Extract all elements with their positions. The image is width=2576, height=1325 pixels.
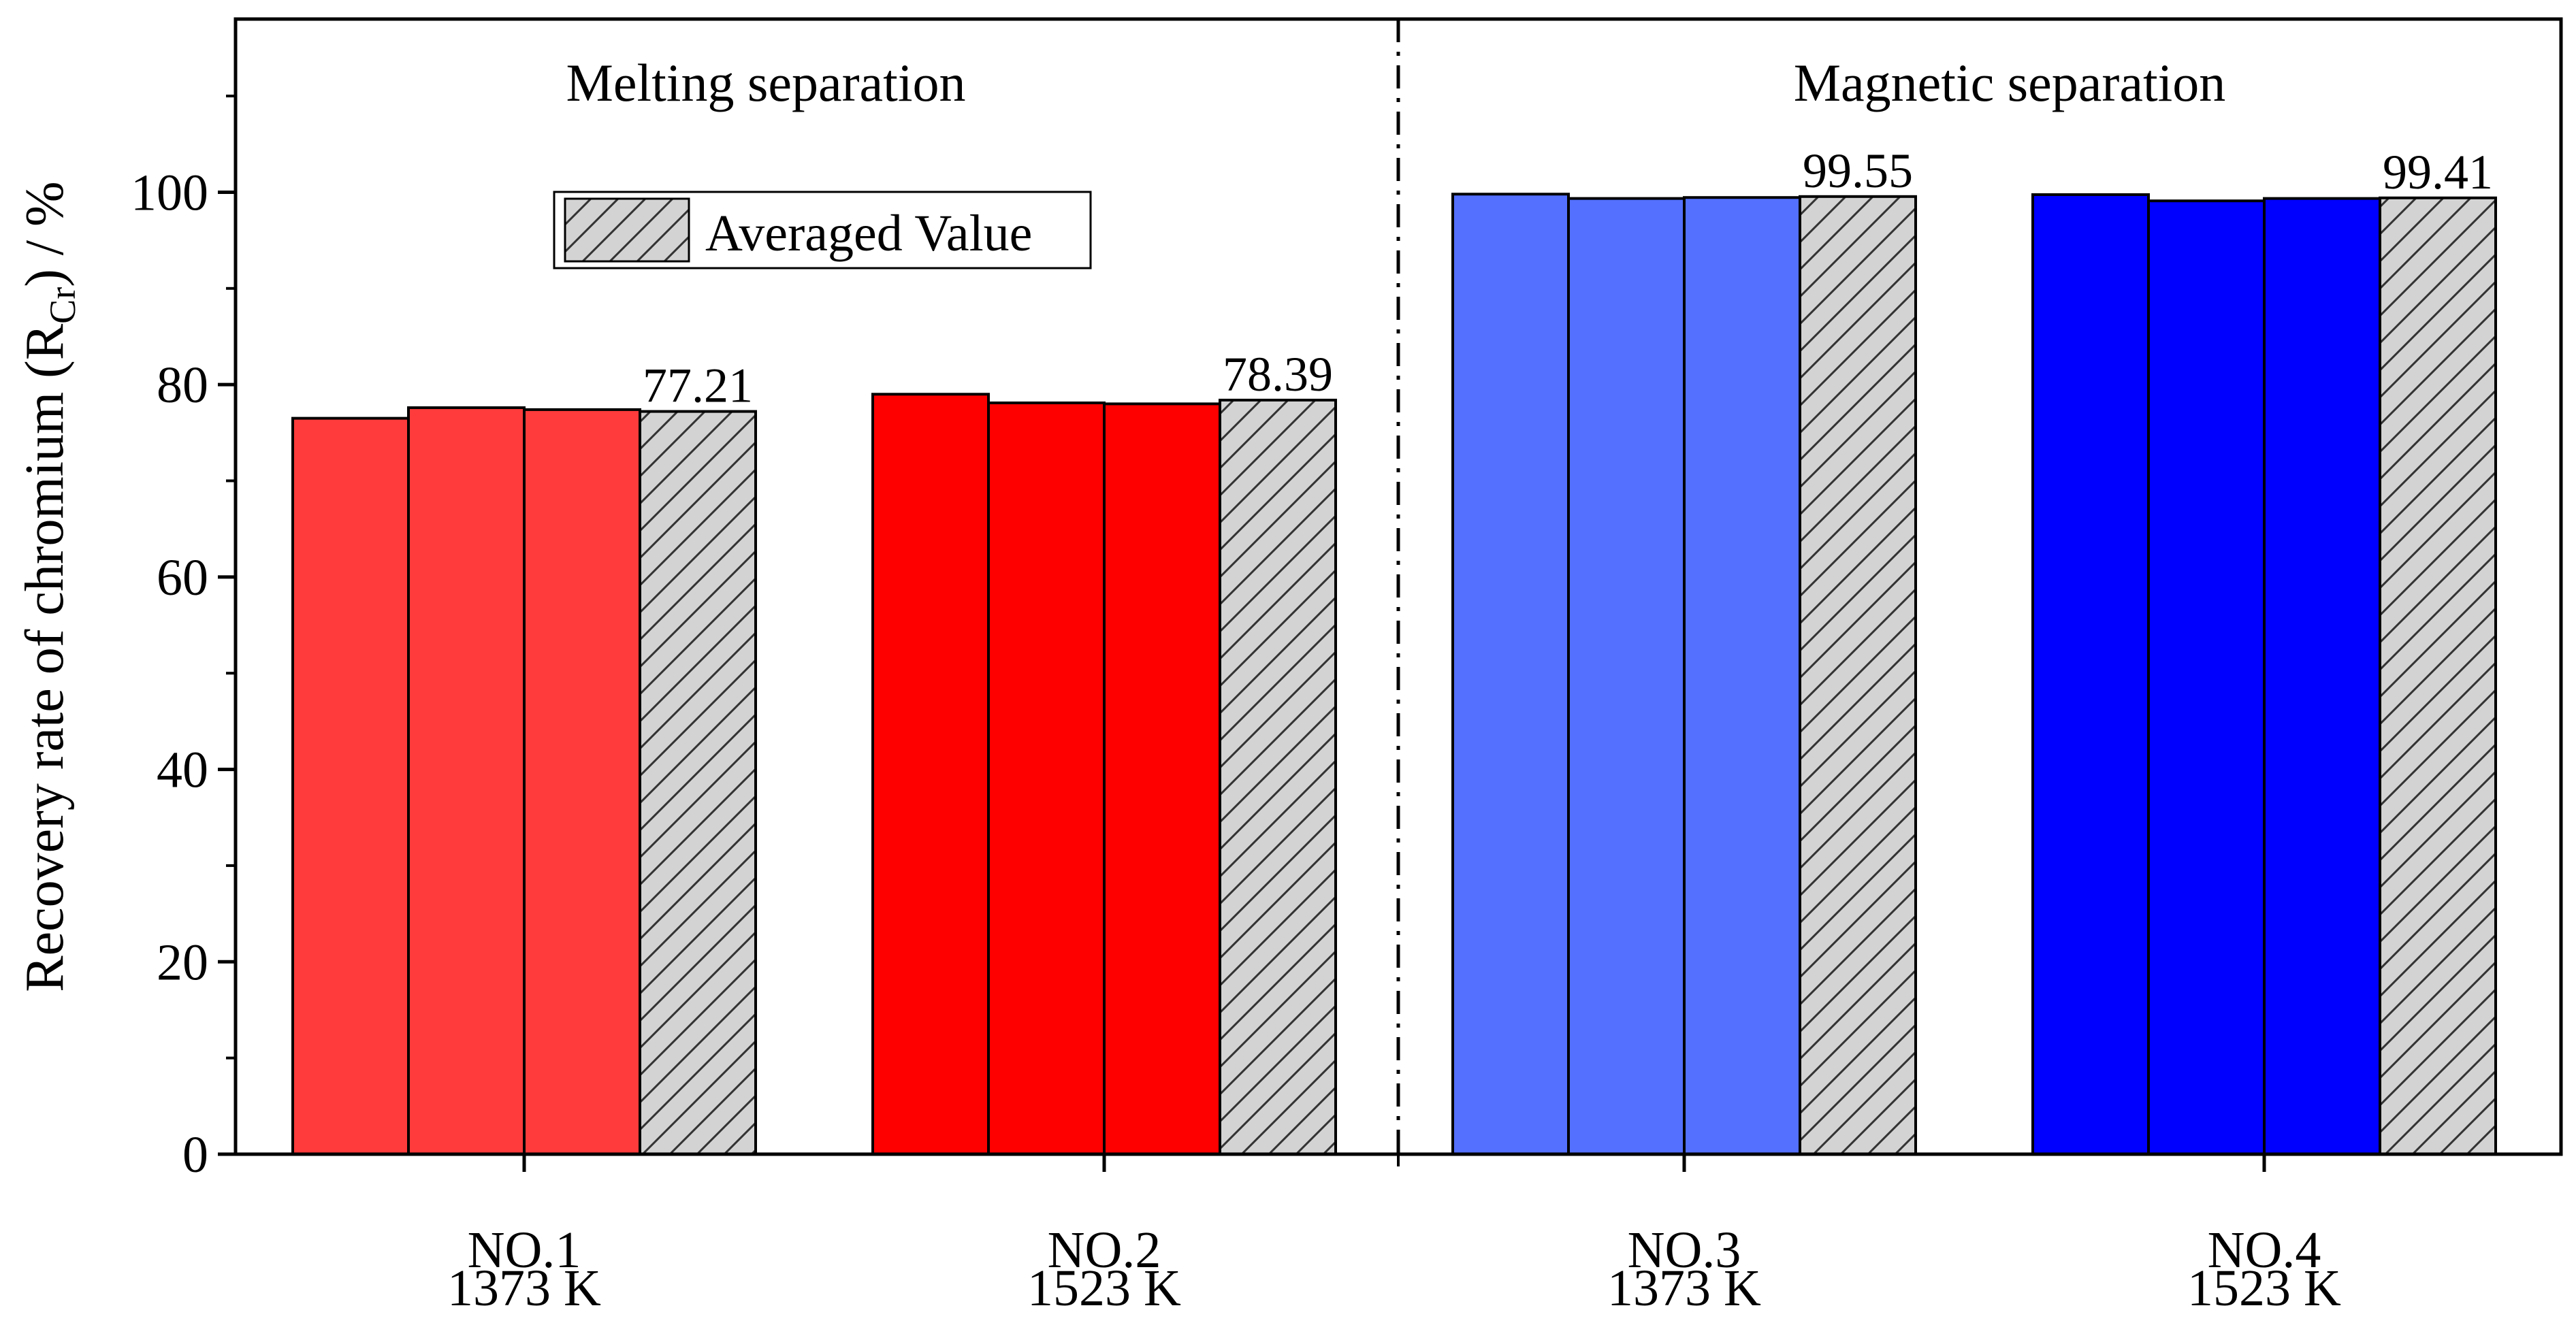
average-data-label: 77.21 xyxy=(643,359,753,413)
y-tick-label: 40 xyxy=(157,742,208,799)
bar-NO.3-run-1 xyxy=(1451,193,1570,1156)
x-tick-label: NO.1 xyxy=(468,1222,581,1279)
section-label: Magnetic separation xyxy=(1794,53,2226,112)
bar-NO.4-run-3 xyxy=(2263,197,2381,1156)
section-label: Melting separation xyxy=(566,53,965,112)
legend-swatch xyxy=(564,197,690,263)
x-tick-sublabel: 1523 K xyxy=(1027,1260,1181,1317)
legend: Averaged Value xyxy=(553,191,1092,269)
bar-NO.1-run-2 xyxy=(407,406,526,1156)
bar-NO.4-run-1 xyxy=(2031,193,2150,1156)
y-tick-label: 80 xyxy=(157,357,208,414)
average-data-label: 78.39 xyxy=(1223,347,1333,402)
x-tick-sublabel: 1373 K xyxy=(447,1260,601,1317)
x-tick-label: NO.4 xyxy=(2208,1222,2321,1279)
bar-NO.1-run-1 xyxy=(291,416,410,1156)
bar-NO.2-run-2 xyxy=(987,402,1106,1156)
bar-NO.3-run-3 xyxy=(1683,196,1801,1156)
x-tick-label: NO.3 xyxy=(1628,1222,1741,1279)
y-tick-label: 0 xyxy=(182,1126,208,1183)
bar-NO.3-average xyxy=(1799,195,1917,1156)
average-data-label: 99.41 xyxy=(2383,145,2493,199)
average-data-label: 99.55 xyxy=(1803,144,1913,198)
legend-label: Averaged Value xyxy=(705,205,1032,262)
bar-NO.1-run-3 xyxy=(523,408,641,1156)
bar-NO.2-average xyxy=(1219,398,1337,1156)
y-tick-label: 20 xyxy=(157,934,208,991)
y-axis-label: Recovery rate of chromium (RCr) / % xyxy=(15,181,83,992)
x-tick-label: NO.2 xyxy=(1048,1222,1161,1279)
bar-NO.2-run-3 xyxy=(1103,402,1221,1156)
x-tick-sublabel: 1373 K xyxy=(1607,1260,1761,1317)
bar-NO.4-average xyxy=(2379,196,2497,1156)
bar-NO.1-average xyxy=(639,410,757,1156)
y-tick-label: 100 xyxy=(131,164,208,221)
bar-NO.2-run-1 xyxy=(871,393,990,1156)
x-tick-sublabel: 1523 K xyxy=(2187,1260,2341,1317)
y-tick-label: 60 xyxy=(157,549,208,606)
bar-NO.3-run-2 xyxy=(1567,197,1686,1156)
bar-NO.4-run-2 xyxy=(2147,199,2266,1156)
